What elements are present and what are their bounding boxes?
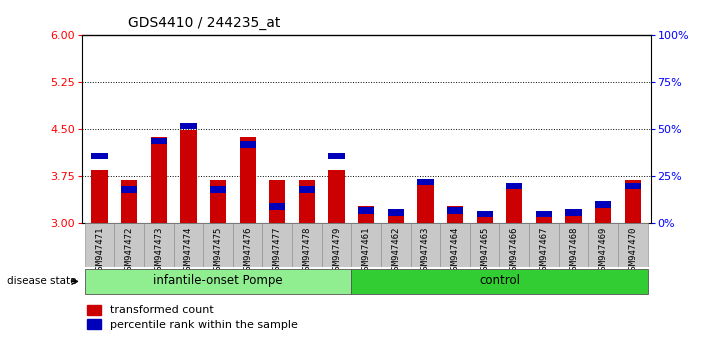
Bar (625, 183, 641, 189)
Text: GSM947473: GSM947473 (154, 227, 164, 275)
Bar (121, 187, 137, 193)
Bar (351, 269, 648, 294)
Bar (476, 216, 493, 223)
Bar (589, 223, 618, 267)
Text: GSM947468: GSM947468 (569, 227, 578, 275)
Text: GSM947474: GSM947474 (184, 227, 193, 275)
Text: GSM947476: GSM947476 (243, 227, 252, 275)
Bar (447, 206, 463, 223)
Text: GSM947479: GSM947479 (332, 227, 341, 275)
Text: GSM947470: GSM947470 (629, 227, 637, 275)
Bar (559, 223, 589, 267)
Bar (240, 137, 256, 223)
Bar (151, 138, 167, 144)
Bar (299, 187, 315, 193)
Bar (269, 203, 285, 210)
Bar (114, 223, 144, 267)
Bar (387, 209, 404, 223)
Text: GSM947469: GSM947469 (599, 227, 608, 275)
Bar (536, 216, 552, 223)
Bar (299, 181, 315, 223)
Bar (328, 153, 345, 159)
Bar (173, 223, 203, 267)
Bar (321, 223, 351, 267)
Text: GSM947464: GSM947464 (451, 227, 459, 275)
Bar (618, 223, 648, 267)
Bar (210, 181, 226, 223)
Bar (292, 223, 321, 267)
Bar (529, 223, 559, 267)
Bar (92, 171, 107, 223)
Bar (358, 207, 374, 214)
Bar (85, 269, 351, 294)
Text: GSM947471: GSM947471 (95, 227, 104, 275)
Text: GSM947472: GSM947472 (124, 227, 134, 275)
Text: disease state: disease state (7, 276, 77, 286)
Bar (417, 182, 434, 223)
Bar (144, 223, 173, 267)
Text: infantile-onset Pompe: infantile-onset Pompe (154, 274, 283, 287)
Bar (417, 179, 434, 185)
Bar (565, 209, 582, 223)
Text: GSM947461: GSM947461 (362, 227, 370, 275)
Bar (351, 223, 381, 267)
Bar (181, 131, 196, 223)
Text: GSM947462: GSM947462 (391, 227, 400, 275)
Text: GSM947466: GSM947466 (510, 227, 519, 275)
Bar (262, 223, 292, 267)
Text: GDS4410 / 244235_at: GDS4410 / 244235_at (128, 16, 280, 30)
Bar (210, 187, 226, 193)
Bar (411, 223, 440, 267)
Bar (595, 201, 611, 208)
Bar (536, 211, 552, 217)
Bar (181, 122, 196, 129)
Bar (240, 141, 256, 148)
Bar (565, 209, 582, 216)
Text: control: control (479, 274, 520, 287)
Bar (92, 153, 107, 159)
Bar (328, 171, 345, 223)
Text: GSM947475: GSM947475 (213, 227, 223, 275)
Bar (625, 181, 641, 223)
Bar (470, 223, 499, 267)
Bar (595, 201, 611, 223)
Bar (233, 223, 262, 267)
Bar (506, 184, 523, 223)
Bar (440, 223, 470, 267)
Text: GSM947477: GSM947477 (273, 227, 282, 275)
Legend: transformed count, percentile rank within the sample: transformed count, percentile rank withi… (87, 305, 297, 330)
Bar (506, 183, 523, 189)
Text: GSM947463: GSM947463 (421, 227, 430, 275)
Bar (358, 206, 374, 223)
Bar (476, 211, 493, 217)
Text: GSM947465: GSM947465 (480, 227, 489, 275)
Text: GSM947478: GSM947478 (302, 227, 311, 275)
Bar (381, 223, 411, 267)
Bar (499, 223, 529, 267)
Bar (85, 223, 114, 267)
Bar (121, 181, 137, 223)
Text: GSM947467: GSM947467 (540, 227, 548, 275)
Bar (269, 181, 285, 223)
Bar (203, 223, 233, 267)
Bar (151, 137, 167, 223)
Bar (387, 209, 404, 216)
Bar (447, 207, 463, 214)
